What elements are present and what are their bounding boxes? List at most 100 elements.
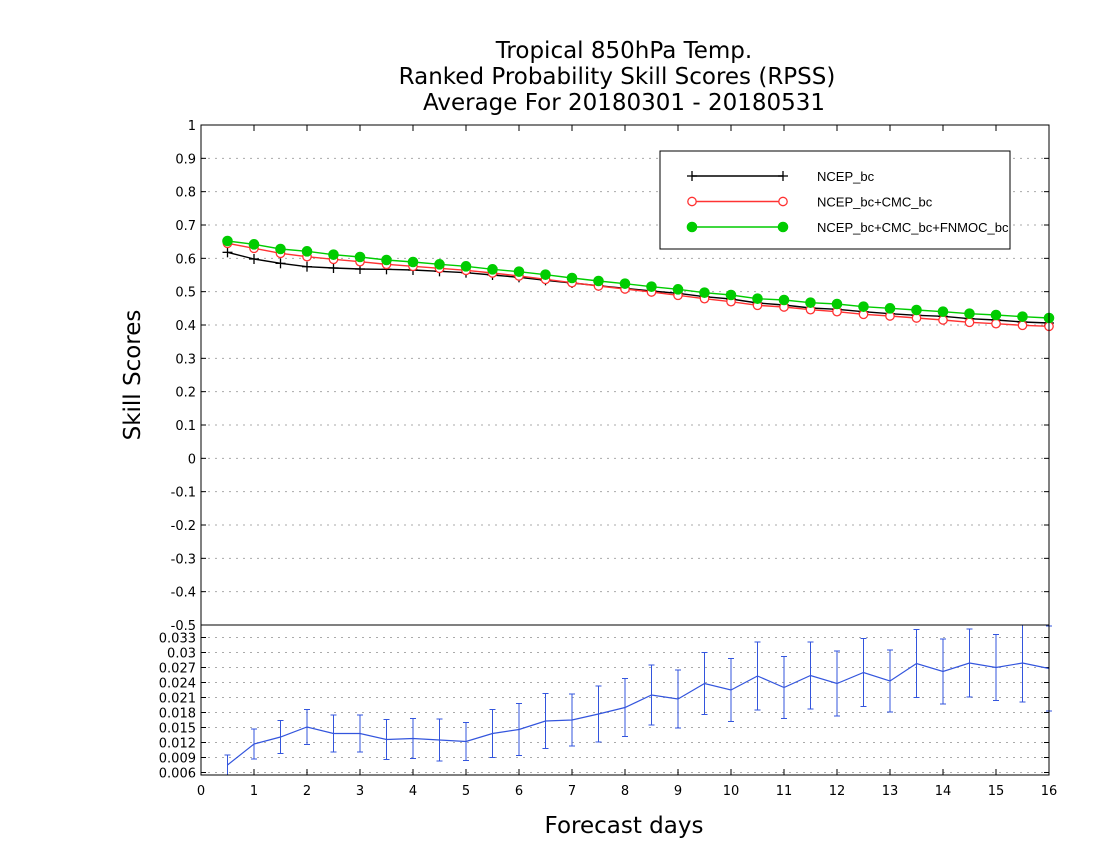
main-panel-y-ticks: 1 0.9 0.8 0.7 0.6 0.5 0.4 0.3 0.2 0.1 0 -0.1 -0.2 -0.… [171,119,1049,634]
x-tick-label: 1 [250,784,258,799]
data-point-ncep-bc-cmc-bc-fnmoc-bc [937,306,949,317]
chart-title: Tropical 850hPa Temp. Ranked Probability… [399,38,836,116]
error-bar [860,638,867,707]
sub-y-tick-label: 0.021 [159,692,196,707]
error-bar [940,638,946,705]
main-y-tick-label: 1 [188,119,196,134]
series-line-ncep-bc-cmc-bc-fnmoc-bc [227,240,1050,319]
chart-title-line-2: Ranked Probability Skill Scores (RPSS) [399,64,836,90]
x-tick-label: 10 [723,784,740,799]
x-tick-label: 16 [1041,784,1058,799]
sub-y-tick-label: 0.027 [159,662,196,677]
data-point-ncep-bc-cmc-bc-fnmoc-bc [911,304,922,316]
series-ncep-bc [222,247,1054,328]
data-point-ncep-bc [302,261,312,272]
data-point-ncep-bc-cmc-bc [938,315,948,325]
legend-label-ncep-bc-cmc-bc: NCEP_bc+CMC_bc [817,195,933,210]
main-y-tick-label: 0.2 [175,386,196,401]
main-y-tick-label: -0.3 [171,552,196,567]
data-point-ncep-bc-cmc-bc-fnmoc-bc [354,251,366,263]
error-bar [357,714,363,753]
data-point-ncep-bc-cmc-bc [991,318,1001,329]
data-point-ncep-bc-cmc-bc-fnmoc-bc [540,269,551,280]
data-point-ncep-bc-cmc-bc-fnmoc-bc [593,275,604,287]
data-point-ncep-bc-cmc-bc-fnmoc-bc [858,301,869,312]
data-point-ncep-bc-cmc-bc-fnmoc-bc [301,246,313,257]
main-y-tick-label: 0.6 [175,252,196,267]
legend-marker-ncep-bc [687,171,697,181]
data-point-ncep-bc [249,254,259,264]
series-ncep-bc-cmc-bc-fnmoc-bc [222,235,1055,324]
chart-title-line-3: Average For 20180301 - 20180531 [423,90,825,116]
x-tick-label: 12 [829,784,846,799]
error-bar [781,656,787,719]
legend: NCEP_bc NCEP_bc+CMC_bc NCEP_bc+CMC_bc+FNMO… [659,150,1011,250]
error-bar [595,685,602,743]
data-point-ncep-bc-cmc-bc-fnmoc-bc [487,264,498,275]
error-bar [569,693,575,747]
legend-label-ncep-bc: NCEP_bc [817,169,875,184]
data-point-ncep-bc [222,247,233,258]
error-bar [304,709,310,745]
main-y-tick-label: 0.1 [175,419,196,434]
x-tick-label: 7 [568,784,576,799]
data-point-ncep-bc-cmc-bc-fnmoc-bc [672,284,684,295]
main-y-tick-label: 0.3 [175,352,196,367]
main-panel-series [222,235,1055,332]
data-point-ncep-bc [275,258,286,269]
legend-entry-ncep-bc: NCEP_bc [687,169,875,184]
legend-marker-ncep-bc [778,171,788,181]
legend-marker-ncep-bc-cmc-bc [687,196,697,207]
error-bar [966,628,973,698]
main-y-tick-label: -0.5 [171,619,196,634]
data-point-ncep-bc-cmc-bc-fnmoc-bc [699,287,710,298]
sub-y-tick-label: 0.009 [159,752,196,767]
error-bar [728,658,734,722]
x-tick-label: 4 [409,784,417,799]
data-point-ncep-bc-cmc-bc-fnmoc-bc [566,272,578,284]
error-bar [410,718,416,759]
error-bar [542,693,549,749]
chart-title-line-1: Tropical 850hPa Temp. [495,38,752,64]
error-bar [251,728,257,760]
error-bar [516,703,522,756]
x-tick-label: 0 [197,784,205,799]
data-point-ncep-bc-cmc-bc-fnmoc-bc [805,297,816,308]
error-bar [383,719,390,760]
sub-y-tick-label: 0.012 [159,737,196,752]
sub-panel-y-ticks: 0.0330.030.0270.0240.0210.0180.0150.0120… [159,632,1049,782]
main-y-tick-label: 0.8 [175,186,196,201]
error-bar [330,714,337,753]
data-point-ncep-bc-cmc-bc-fnmoc-bc [1017,311,1028,322]
data-point-ncep-bc-cmc-bc-fnmoc-bc [964,308,975,319]
data-point-ncep-bc-cmc-bc-fnmoc-bc [646,281,657,292]
error-bar [754,641,761,711]
x-tick-label: 13 [882,784,899,799]
legend-entry-ncep-bc-cmc-bc: NCEP_bc+CMC_bc [687,195,933,210]
data-point-ncep-bc-cmc-bc-fnmoc-bc [778,294,790,306]
sub-panel-frame [200,624,1050,776]
data-point-ncep-bc-cmc-bc-fnmoc-bc [831,298,843,310]
data-point-ncep-bc-cmc-bc-fnmoc-bc [884,303,896,314]
data-point-ncep-bc-cmc-bc-fnmoc-bc [407,256,419,268]
x-tick-label: 11 [776,784,793,799]
error-bar [675,669,681,729]
x-tick-label: 15 [988,784,1005,799]
error-bar [489,709,496,758]
legend-marker-ncep-bc-cmc-bc-fnmoc-bc [777,221,789,233]
error-bar [648,664,655,726]
main-y-tick-label: 0 [188,452,196,467]
main-y-tick-label: -0.1 [171,486,196,501]
x-tick-label: 5 [462,784,470,799]
error-bar [277,720,284,754]
x-tick-label: 9 [674,784,682,799]
main-panel-gridlines [201,124,1049,593]
x-tick-label: 8 [621,784,629,799]
data-point-ncep-bc-cmc-bc [964,317,975,328]
x-tick-label: 3 [356,784,364,799]
x-tick-label: 2 [303,784,311,799]
legend-entry-ncep-bc-cmc-bc-fnmoc-bc: NCEP_bc+CMC_bc+FNMOC_bc [686,220,1009,235]
error-bar [807,641,814,710]
error-bar [224,754,231,775]
error-bar [622,678,628,737]
